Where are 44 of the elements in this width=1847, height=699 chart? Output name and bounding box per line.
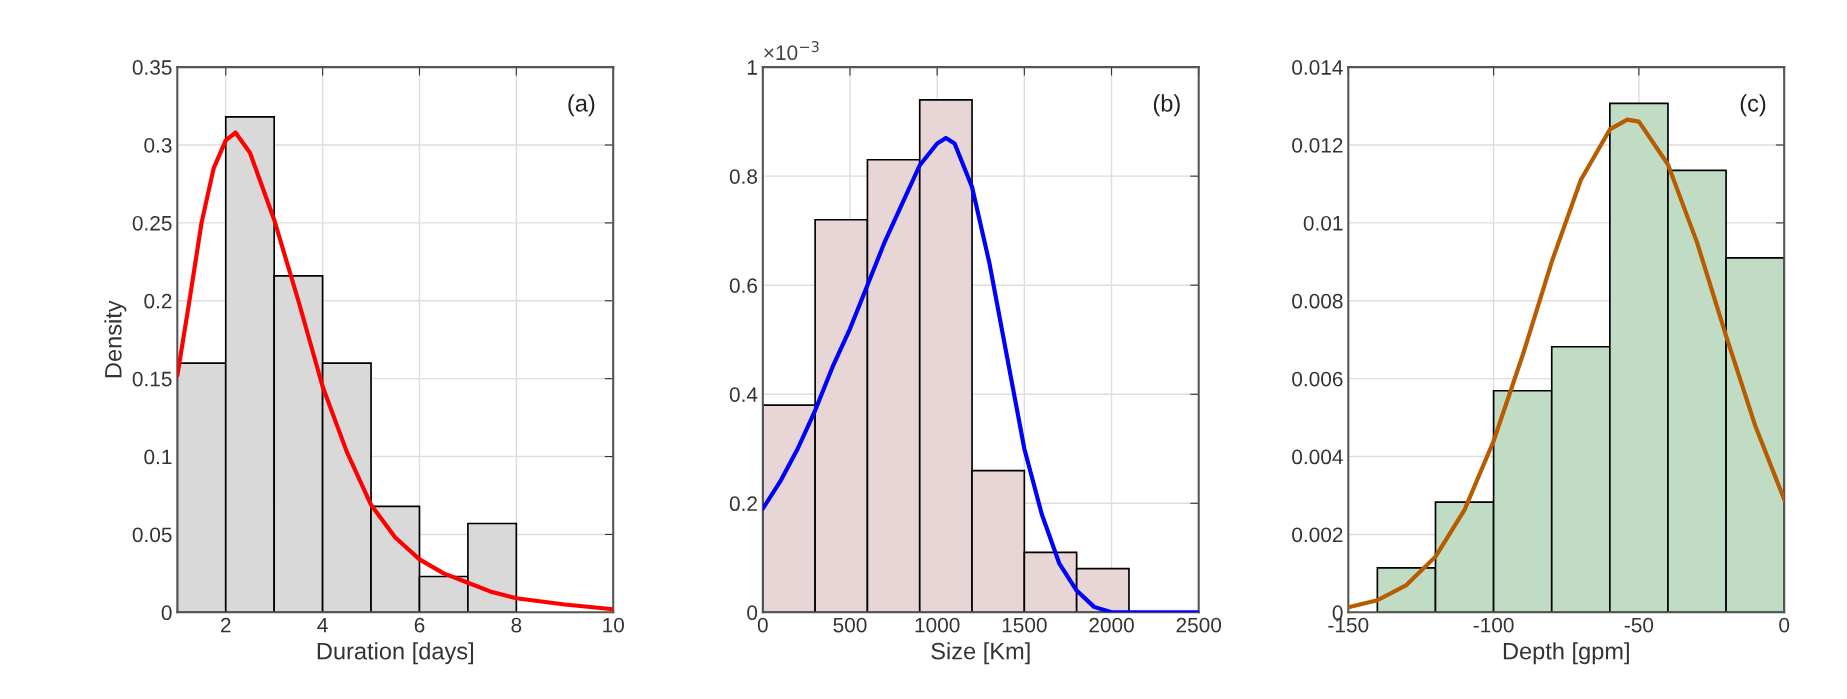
x-axis-title: Size [Km]: [931, 642, 1030, 665]
y-axis-title: Density: [104, 300, 127, 378]
y-tick-label: 0.2: [729, 496, 757, 512]
y-tick-label: 0.006: [1292, 371, 1343, 387]
y-tick-label: 0.008: [1292, 293, 1343, 309]
y-tick-label: 0.002: [1292, 527, 1343, 543]
y-tick-label: 0: [747, 605, 758, 621]
x-axis-title: Depth [gpm]: [1503, 642, 1629, 665]
x-tick-label: 0: [757, 617, 768, 633]
line-series: [1348, 117, 1785, 610]
y-tick-label: 0.3: [144, 137, 172, 153]
y-tick-label: 0.01: [1303, 215, 1343, 231]
y-tick-label: 0.1: [144, 449, 172, 465]
x-tick-label: 2000: [1089, 617, 1134, 633]
y-tick-label: 0.35: [132, 60, 172, 75]
x-tick-label: 500: [833, 617, 867, 633]
y-tick-label: 0.014: [1292, 60, 1343, 75]
y-tick-label: 0.05: [132, 527, 172, 543]
x-tick-label: -100: [1473, 617, 1514, 633]
annotation: (b): [1153, 94, 1180, 117]
y-tick-label: 0.004: [1292, 449, 1343, 465]
y-tick-label: 0.2: [144, 293, 172, 309]
x-tick-label: 0: [1779, 617, 1790, 633]
y-tick-label: 0.6: [729, 278, 758, 293]
x-tick-label: 8: [511, 617, 522, 633]
x-tick-label: -50: [1624, 617, 1654, 633]
y-tick-label: 0.15: [132, 371, 172, 387]
annotation: (c): [1740, 94, 1766, 117]
x-tick-label: 1500: [1002, 617, 1047, 633]
x-tick-label: 1000: [915, 617, 960, 633]
x-tick-label: 2: [221, 617, 231, 633]
text: ×10$^{−3}$: [764, 41, 819, 61]
y-tick-label: 1: [747, 60, 757, 75]
x-tick-label: 6: [414, 617, 425, 633]
x-tick-label: 4: [317, 617, 328, 633]
y-tick-label: 0.25: [132, 215, 172, 231]
y-tick-label: 0.8: [729, 169, 758, 184]
x-tick-label: 2500: [1176, 617, 1222, 633]
x-axis-title: Duration [days]: [317, 642, 473, 665]
y-tick-label: 0.4: [729, 387, 758, 402]
y-tick-label: 0.012: [1292, 137, 1343, 153]
x-tick-label: 10: [603, 617, 624, 633]
y-tick-label: 0: [161, 605, 172, 621]
annotation: (a): [568, 94, 595, 117]
